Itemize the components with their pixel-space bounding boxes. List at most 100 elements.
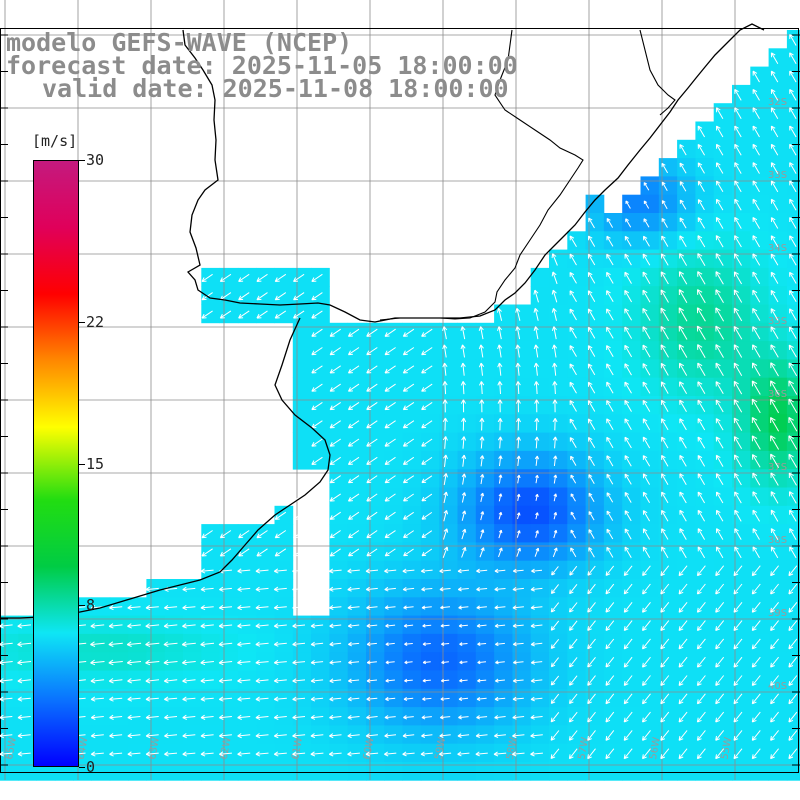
wind-arrow	[531, 568, 543, 574]
wind-arrow	[461, 473, 467, 485]
wind-arrow	[145, 733, 159, 739]
wind-arrow	[404, 660, 413, 665]
wind-speed-cell	[603, 560, 623, 580]
wind-arrow	[770, 620, 779, 632]
wind-arrow	[530, 623, 543, 629]
wind-arrow	[255, 604, 269, 611]
wind-arrow	[788, 711, 798, 723]
wind-arrow	[661, 473, 669, 485]
wind-speed-cell	[622, 652, 641, 671]
wind-arrow	[126, 641, 142, 647]
wind-arrow	[605, 693, 615, 705]
wind-speed-cell	[237, 524, 257, 543]
wind-arrow	[678, 565, 688, 577]
longitude-label: 55W	[720, 736, 735, 760]
wind-arrow	[752, 125, 760, 138]
wind-speed-cell	[658, 414, 678, 433]
wind-arrow	[255, 714, 269, 720]
wind-arrow	[550, 638, 560, 649]
wind-speed-cell	[622, 743, 641, 763]
wind-arrow	[697, 473, 706, 485]
wind-speed-cell	[366, 450, 385, 470]
wind-speed-cell	[750, 560, 769, 580]
wind-speed-cell	[622, 450, 641, 470]
wind-arrow	[366, 383, 378, 392]
wind-arrow	[642, 344, 651, 358]
wind-arrow	[498, 455, 503, 467]
wind-arrow	[476, 568, 488, 574]
wind-speed-cell	[366, 414, 385, 433]
wind-arrow	[459, 642, 468, 646]
wind-arrow	[347, 605, 360, 610]
wind-arrow	[329, 365, 341, 374]
wind-arrow	[697, 344, 706, 358]
wind-arrow	[623, 656, 633, 668]
wind-arrow	[164, 714, 178, 720]
wind-arrow	[530, 733, 543, 739]
wind-arrow	[734, 88, 742, 101]
wind-speed-cell	[549, 487, 568, 507]
wind-arrow	[587, 253, 596, 266]
wind-arrow	[329, 438, 341, 447]
wind-speed-cell	[384, 487, 403, 507]
wind-arrow	[127, 623, 141, 629]
wind-arrow	[273, 678, 287, 684]
wind-arrow	[403, 623, 414, 628]
wind-speed-cell	[329, 505, 349, 525]
wind-speed-cell	[713, 231, 733, 250]
wind-speed-cell	[768, 139, 788, 159]
wind-speed-cell	[713, 176, 733, 196]
wind-speed-cell	[549, 579, 568, 598]
wind-arrow	[498, 474, 503, 484]
wind-arrow	[385, 623, 396, 628]
wind-arrow	[733, 620, 743, 632]
wind-speed-cells	[0, 30, 800, 781]
wind-speed-cell	[695, 505, 715, 525]
wind-arrow	[329, 586, 342, 592]
wind-speed-cell	[420, 377, 440, 397]
wind-arrow	[770, 308, 779, 321]
wind-arrow	[697, 491, 706, 504]
wind-speed-cell	[585, 432, 605, 452]
wind-arrow	[329, 530, 341, 539]
wind-arrow	[788, 472, 797, 486]
wind-arrow	[752, 216, 761, 229]
wind-arrow	[642, 271, 651, 285]
wind-speed-cell	[567, 597, 586, 616]
wind-speed-cell	[603, 524, 623, 543]
wind-arrow	[588, 529, 595, 539]
wind-speed-cell	[677, 542, 696, 562]
wind-arrow	[439, 568, 451, 574]
wind-arrow	[569, 400, 577, 412]
wind-arrow	[770, 271, 779, 284]
wind-speed-cell	[201, 524, 220, 543]
wind-speed-cell	[750, 286, 769, 305]
wind-arrow	[512, 623, 524, 629]
title-forecast-date: forecast date: 2025-11-05 18:00:00	[6, 51, 518, 80]
wind-arrow	[348, 548, 360, 557]
wind-arrow	[365, 568, 379, 574]
wind-arrow	[788, 583, 798, 595]
wind-speed-cell	[530, 450, 550, 470]
wind-arrow	[569, 675, 578, 686]
wind-arrow	[660, 638, 670, 650]
wind-speed-cell	[512, 505, 532, 525]
wind-arrow	[569, 693, 578, 705]
wind-speed-cell	[439, 487, 458, 507]
wind-speed-cell	[622, 231, 641, 250]
wind-speed-cell	[585, 286, 605, 305]
wind-arrow	[237, 733, 251, 739]
wind-arrow	[443, 528, 449, 540]
wind-speed-cell	[439, 469, 458, 488]
wind-speed-cell	[713, 158, 733, 177]
wind-arrow	[697, 418, 706, 431]
wind-arrow	[256, 548, 268, 557]
wind-arrow	[570, 474, 577, 484]
wind-arrow	[402, 438, 415, 447]
wind-speed-cell	[494, 469, 513, 488]
wind-arrow	[516, 547, 521, 557]
wind-arrow	[569, 381, 577, 394]
wind-speed-cell	[549, 377, 568, 397]
wind-speed-cell	[292, 267, 312, 287]
wind-speed-cell	[475, 396, 495, 415]
